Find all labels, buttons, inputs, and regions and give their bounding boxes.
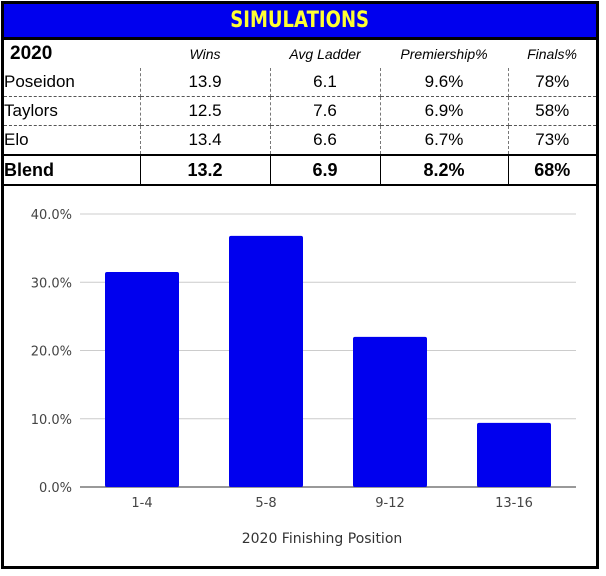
y-tick-label: 20.0% — [31, 345, 72, 360]
year-header: 2020 — [10, 43, 53, 64]
cell-avg-ladder: 7.6 — [270, 96, 381, 126]
cell-premiership: 9.6% — [380, 68, 509, 97]
x-tick-label: 9-12 — [375, 496, 405, 511]
x-tick-labels: 1-4 5-8 9-12 13-16 — [131, 496, 533, 511]
cell-premiership: 6.7% — [380, 125, 509, 155]
x-tick-label: 13-16 — [495, 496, 533, 511]
finishing-position-chart: 0.0% 10.0% 20.0% 30.0% 40.0% 1-4 5-8 9-12 13-16… — [4, 187, 596, 567]
col-header-finals: Finals% — [527, 46, 577, 62]
simulation-table: 2020 Wins Avg Ladder Premiership% Finals… — [4, 40, 596, 186]
x-tick-label: 5-8 — [255, 496, 276, 511]
y-tick-label: 0.0% — [39, 481, 72, 496]
y-tick-label: 30.0% — [31, 276, 72, 291]
row-name: Blend — [4, 154, 141, 186]
y-tick-label: 10.0% — [31, 413, 72, 428]
col-header-wins: Wins — [189, 46, 221, 62]
bar-13-16 — [477, 422, 551, 487]
cell-finals: 78% — [508, 68, 596, 97]
cell-finals: 68% — [508, 154, 596, 186]
cell-premiership: 6.9% — [380, 96, 509, 126]
cell-finals: 73% — [535, 130, 570, 149]
cell-wins: 13.2 — [140, 154, 271, 186]
bars — [105, 235, 551, 487]
cell-avg-ladder: 6.6 — [270, 125, 381, 155]
cell-wins: 13.9 — [140, 68, 271, 97]
col-header-avg-ladder: Avg Ladder — [289, 46, 361, 62]
cell-avg-ladder: 6.1 — [270, 68, 381, 97]
bar-chart-svg: 0.0% 10.0% 20.0% 30.0% 40.0% 1-4 5-8 9-12 13-16… — [31, 208, 576, 547]
cell-avg-ladder: 6.9 — [270, 154, 381, 186]
cell-finals: 58% — [508, 96, 596, 126]
x-axis-label: 2020 Finishing Position — [242, 531, 403, 547]
x-tick-label: 1-4 — [131, 496, 152, 511]
table-row: Taylors 12.5 7.6 6.9% 58% — [4, 96, 596, 126]
cell-wins: 12.5 — [140, 96, 271, 126]
bar-5-8 — [229, 235, 303, 487]
table-row: Poseidon 13.9 6.1 9.6% 78% — [4, 68, 596, 97]
cell-wins: 13.4 — [140, 125, 271, 155]
bar-9-12 — [353, 336, 427, 487]
title-bar: SIMULATIONS — [4, 4, 596, 40]
row-name: Elo — [4, 125, 141, 155]
row-name: Poseidon — [4, 68, 141, 97]
panel-title: SIMULATIONS — [230, 8, 370, 33]
table-row: Elo 13.4 6.6 6.7% 73% — [4, 125, 596, 155]
simulations-panel: SIMULATIONS 2020 Wins Avg Ladder Premier… — [1, 1, 599, 569]
row-name: Taylors — [4, 96, 141, 126]
cell-premiership: 8.2% — [380, 154, 509, 186]
table-header-row: 2020 Wins Avg Ladder Premiership% Finals… — [4, 40, 596, 68]
blend-row: Blend 13.2 6.9 8.2% 68% — [4, 154, 596, 186]
y-tick-label: 40.0% — [31, 208, 72, 223]
bar-1-4 — [105, 272, 179, 487]
col-header-premiership: Premiership% — [400, 46, 488, 62]
y-tick-labels: 0.0% 10.0% 20.0% 30.0% 40.0% — [31, 208, 72, 496]
